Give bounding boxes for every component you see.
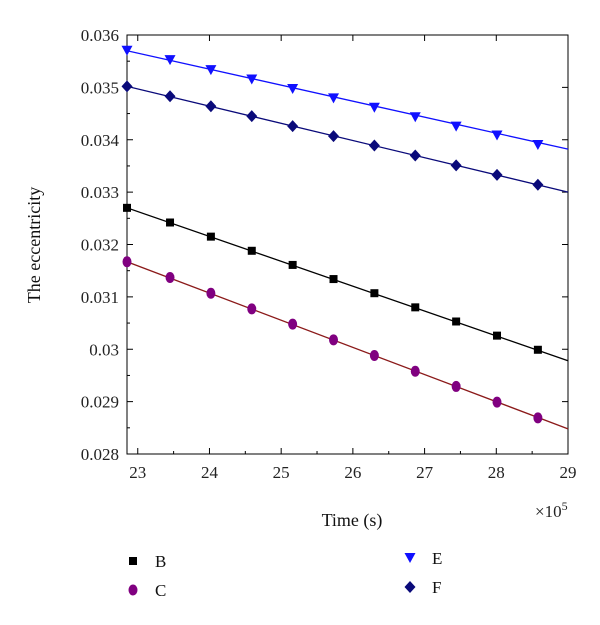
data-point-F [205,100,217,113]
fit-line-E [126,50,569,150]
data-point-F [164,90,176,103]
data-point-B [206,232,215,241]
legend-marker-F [404,581,416,593]
y-tick-label: 0.031 [81,288,119,307]
data-point-F [246,110,258,123]
legend: BC EF [128,549,442,600]
y-tick-label: 0.036 [81,26,119,45]
fit-line-F [126,85,569,193]
data-point-F [328,130,340,143]
data-point-C [288,318,298,330]
y-tick-label: 0.03 [89,340,119,359]
x-tick-labels: 23 24 25 26 27 28 29 [129,463,576,482]
x-axis-title: Time (s) [322,510,383,531]
data-point-B [288,260,297,269]
data-point-E [532,139,544,150]
legend-marker-E [404,553,416,563]
data-point-C [492,396,502,408]
data-point-F [409,149,421,162]
data-point-C [165,271,175,283]
data-point-C [369,350,379,362]
data-point-B [411,303,420,312]
data-point-E [450,121,462,132]
legend-label-F: F [432,578,441,597]
x-tick-label: 28 [488,463,505,482]
data-point-B [329,275,338,284]
x-tick-label: 25 [273,463,290,482]
x-tick-label: 24 [201,463,219,482]
data-point-C [247,303,257,315]
data-point-C [533,412,543,424]
y-tick-label: 0.028 [81,445,119,464]
x-multiplier-base: ×10 [535,502,562,521]
data-point-F [491,168,503,181]
x-tick-label: 26 [344,463,361,482]
data-point-B [123,203,131,212]
data-markers [121,45,544,424]
data-point-F [121,80,133,93]
fit-lines [126,50,569,430]
data-point-E [246,74,258,85]
data-point-E [368,102,380,113]
data-point-F [368,139,380,152]
x-tick-label: 23 [129,463,146,482]
x-multiplier: ×105 [535,499,568,521]
data-point-C [206,287,216,299]
data-point-E [121,45,133,56]
data-point-E [409,112,421,123]
y-tick-label: 0.033 [81,183,119,202]
legend-label-E: E [432,549,442,568]
y-tick-label: 0.029 [81,393,119,412]
data-point-B [533,345,542,354]
y-axis-title: The eccentricity [24,187,44,303]
data-point-B [247,246,256,255]
data-point-E [491,130,503,141]
data-point-C [451,380,461,392]
data-point-F [287,120,299,133]
data-point-B [493,331,502,340]
data-point-E [164,55,176,66]
y-tick-label: 0.032 [81,236,119,255]
data-point-E [328,93,340,104]
fit-line-B [126,207,569,362]
legend-marker-B [129,557,137,565]
x-tick-label: 27 [416,463,434,482]
data-point-F [450,159,462,172]
data-point-C [329,334,339,346]
x-multiplier-exponent: 5 [562,499,568,513]
y-tick-labels: 0.028 0.029 0.03 0.031 0.032 0.033 0.034 0.035 0… [81,26,120,464]
data-point-E [205,65,217,76]
data-point-B [452,317,461,326]
data-point-B [370,289,379,298]
x-tick-label: 29 [560,463,577,482]
legend-label-C: C [155,581,166,600]
plot-frame [126,34,569,455]
data-point-C [410,365,420,377]
y-tick-label: 0.035 [81,78,119,97]
data-point-C [122,256,132,268]
fit-line-C [126,261,569,430]
legend-label-B: B [155,552,166,571]
legend-marker-C [128,584,138,596]
data-point-F [532,178,544,191]
data-point-B [166,218,175,227]
axis-ticks [127,34,569,455]
y-tick-label: 0.034 [81,131,120,150]
data-point-E [287,83,299,94]
